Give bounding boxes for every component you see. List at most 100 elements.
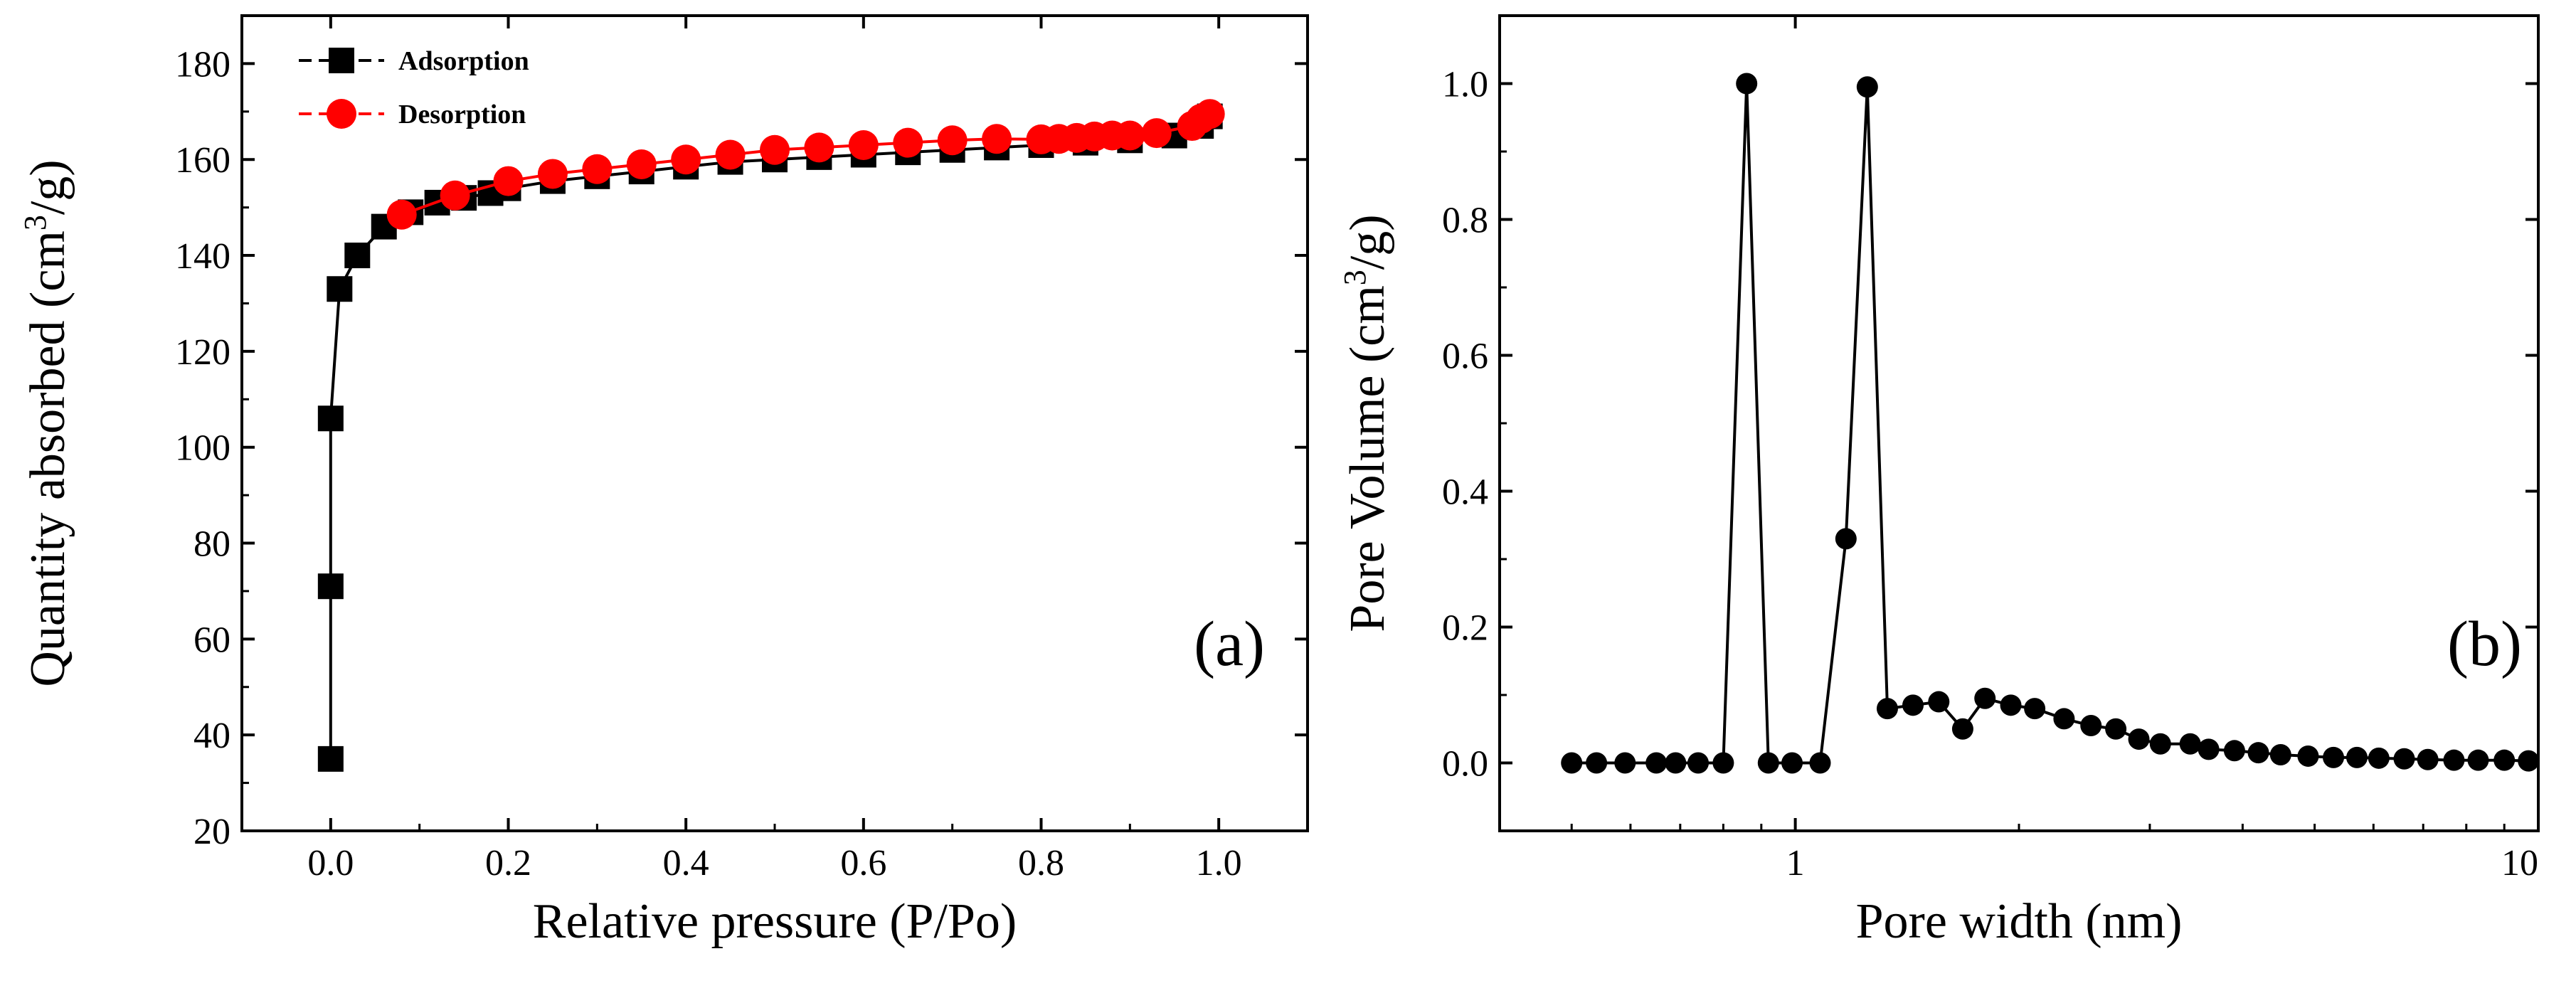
data-point — [2247, 742, 2269, 764]
data-point — [1561, 752, 1583, 774]
data-point — [2269, 744, 2291, 766]
data-point — [1141, 118, 1172, 149]
series-line — [1571, 83, 2529, 765]
data-point — [1781, 752, 1803, 774]
data-point — [2417, 748, 2439, 770]
data-point — [893, 127, 923, 158]
x-tick-label: 10 — [2501, 843, 2538, 883]
data-point — [2346, 746, 2368, 768]
data-point — [848, 130, 879, 161]
data-point — [760, 134, 790, 165]
data-point — [493, 166, 524, 196]
data-point — [1586, 752, 1608, 774]
data-point — [982, 124, 1012, 154]
y-tick-label: 120 — [175, 332, 230, 373]
data-point — [715, 139, 746, 170]
data-point — [1876, 698, 1898, 720]
data-point — [1856, 76, 1878, 98]
x-tick-label: 0.8 — [1018, 843, 1064, 883]
data-point — [537, 159, 568, 189]
data-point — [2149, 733, 2171, 755]
y-tick-label: 0.4 — [1442, 472, 1488, 513]
data-point — [1687, 752, 1710, 774]
x-tick-label: 0.2 — [485, 843, 531, 883]
data-point — [1928, 691, 1950, 713]
data-point — [1809, 752, 1831, 774]
data-point — [386, 199, 417, 230]
y-tick-label: 160 — [175, 140, 230, 181]
y-tick-label: 0.6 — [1442, 336, 1488, 377]
data-point — [1757, 752, 1779, 774]
y-tick-label: 0.8 — [1442, 201, 1488, 241]
legend: Adsorption Desorption — [299, 46, 529, 129]
data-point — [1614, 752, 1636, 774]
data-point — [626, 149, 657, 179]
data-point — [2368, 747, 2390, 769]
x-tick-label: 0.6 — [840, 843, 886, 883]
data-point — [2297, 745, 2319, 767]
y-axis-title: Pore Volume (cm3/g) — [1337, 214, 1395, 632]
y-tick-label: 0.0 — [1442, 744, 1488, 785]
data-point — [1645, 752, 1668, 774]
data-point — [2443, 749, 2465, 771]
data-point — [317, 405, 344, 432]
chart-panel-a: 0.0 0.2 0.4 0.6 0.8 1.0 20 40 60 80 100 120 140 160 18… — [18, 14, 1309, 949]
x-axis-title: Relative pressure (P/Po) — [533, 894, 1017, 949]
data-point — [2000, 694, 2022, 716]
data-point — [582, 154, 613, 184]
y-tick-label: 80 — [194, 524, 230, 565]
x-tick-label: 0.0 — [307, 843, 354, 883]
x-tick-label: 1 — [1786, 843, 1805, 883]
chart-panel-b: 1 10 0.0 0.2 0.4 0.6 0.8 1.0 Pore width (nm) Pore… — [1337, 14, 2540, 949]
data-point — [2198, 738, 2220, 760]
data-point — [671, 144, 701, 175]
legend-label: Desorption — [398, 100, 526, 129]
data-point — [317, 573, 344, 600]
data-point — [1902, 694, 1924, 716]
y-tick-label: 20 — [194, 812, 230, 852]
y-tick-label: 100 — [175, 428, 230, 469]
x-tick-label: 1.0 — [1196, 843, 1242, 883]
data-point — [1026, 124, 1056, 154]
data-point — [1712, 752, 1734, 774]
panel-label: (b) — [2447, 609, 2522, 679]
data-point — [2080, 714, 2102, 736]
series-1 — [1561, 73, 2540, 774]
x-tick-label: 0.4 — [663, 843, 709, 883]
data-point — [2467, 749, 2489, 771]
data-point — [2223, 740, 2245, 762]
data-point — [2323, 746, 2345, 768]
y-tick-label: 60 — [194, 620, 230, 660]
series-line — [329, 115, 1212, 759]
y-tick-label: 0.2 — [1442, 608, 1488, 649]
data-point — [1665, 752, 1687, 774]
data-point — [1951, 718, 1973, 740]
y-tick-label: 40 — [194, 716, 230, 756]
data-point — [317, 745, 344, 772]
legend-item-2: Desorption — [299, 99, 526, 129]
legend-item-1: Adsorption — [299, 46, 529, 76]
data-point — [2518, 750, 2540, 772]
data-point — [1974, 687, 1996, 709]
legend-marker — [327, 99, 356, 129]
data-point — [1736, 73, 1758, 95]
x-axis-title: Pore width (nm) — [1856, 894, 2183, 949]
y-tick-label: 140 — [175, 236, 230, 277]
data-point — [327, 276, 353, 302]
data-point — [2128, 728, 2150, 750]
data-point — [2493, 749, 2516, 771]
data-point — [1177, 111, 1207, 142]
y-tick-label: 1.0 — [1442, 65, 1488, 105]
data-point — [344, 243, 371, 269]
y-axis-title: Quantity absorbed (cm3/g) — [18, 159, 75, 686]
data-point — [2053, 708, 2075, 730]
data-point — [2105, 718, 2127, 740]
data-point — [1835, 528, 1857, 550]
data-point — [2393, 748, 2415, 770]
legend-marker — [329, 48, 354, 73]
panel-label: (a) — [1194, 609, 1265, 679]
data-point — [2179, 733, 2201, 755]
data-point — [804, 132, 834, 163]
y-tick-label: 180 — [175, 44, 230, 85]
